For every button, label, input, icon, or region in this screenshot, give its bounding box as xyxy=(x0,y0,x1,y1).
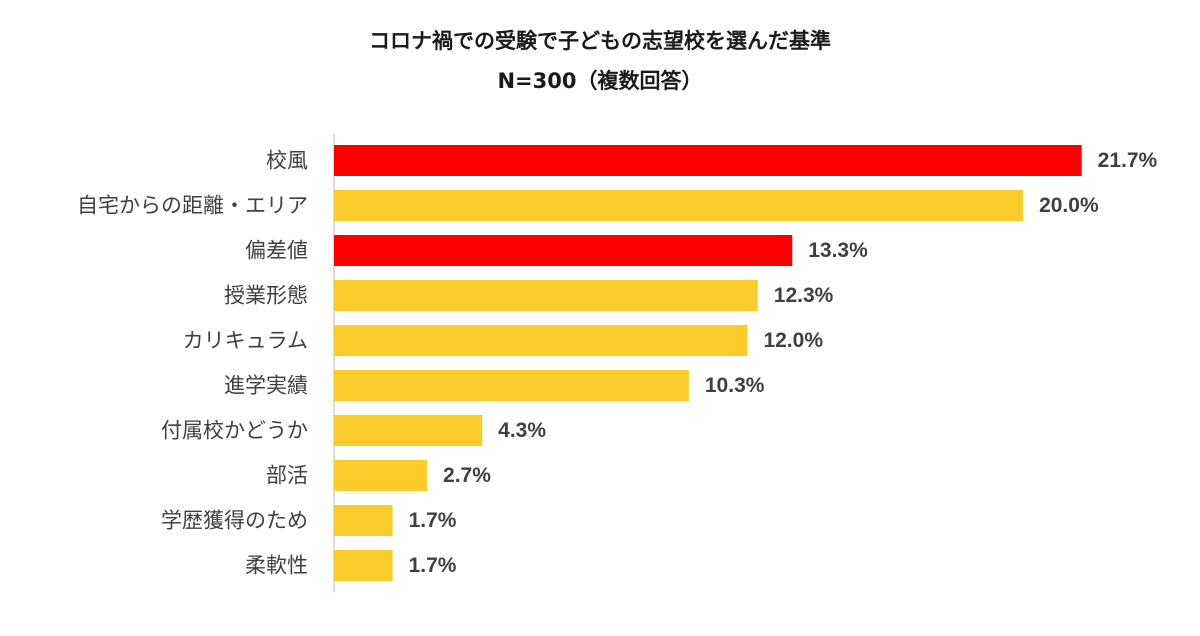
value-label-0: 21.7% xyxy=(1098,149,1158,172)
bar-9 xyxy=(334,550,393,581)
value-label-6: 4.3% xyxy=(498,419,546,442)
category-labels: 校風自宅からの距離・エリア偏差値授業形態カリキュラム進学実績付属校かどうか部活学… xyxy=(77,149,308,578)
value-labels: 21.7% 20.0% 13.3% 12.3% 12.0% 10.3% 4.3% 2.7% 1.… xyxy=(409,149,1158,577)
category-label-3: 授業形態 xyxy=(224,284,308,308)
category-label-6: 付属校かどうか xyxy=(161,419,308,443)
chart-title: コロナ禍での受験で子どもの志望校を選んだ基準 xyxy=(369,29,831,53)
category-label-7: 部活 xyxy=(266,464,308,488)
bar-4 xyxy=(334,325,748,356)
category-label-0: 校風 xyxy=(266,149,308,173)
category-label-1: 自宅からの距離・エリア xyxy=(77,194,308,218)
value-label-4: 12.0% xyxy=(763,329,823,352)
value-label-9: 1.7% xyxy=(409,554,457,577)
category-label-8: 学歴獲得のため xyxy=(161,509,308,533)
bar-8 xyxy=(334,505,393,536)
chart-subtitle: N=300（複数回答） xyxy=(497,69,703,93)
value-label-7: 2.7% xyxy=(443,464,491,487)
value-label-2: 13.3% xyxy=(808,239,868,262)
bar-6 xyxy=(334,415,483,446)
bar-7 xyxy=(334,460,428,491)
bar-0 xyxy=(334,145,1082,176)
bar-5 xyxy=(334,370,689,401)
bar-2 xyxy=(334,235,793,266)
bar-1 xyxy=(334,190,1024,221)
value-label-5: 10.3% xyxy=(705,374,765,397)
bar-3 xyxy=(334,280,758,311)
category-label-2: 偏差値 xyxy=(245,239,308,263)
value-label-3: 12.3% xyxy=(774,284,834,307)
category-label-4: カリキュラム xyxy=(183,329,308,353)
category-label-9: 柔軟性 xyxy=(245,554,308,578)
value-label-1: 20.0% xyxy=(1039,194,1099,217)
bars-group xyxy=(334,145,1082,581)
category-label-5: 進学実績 xyxy=(224,374,308,398)
value-label-8: 1.7% xyxy=(409,509,457,532)
